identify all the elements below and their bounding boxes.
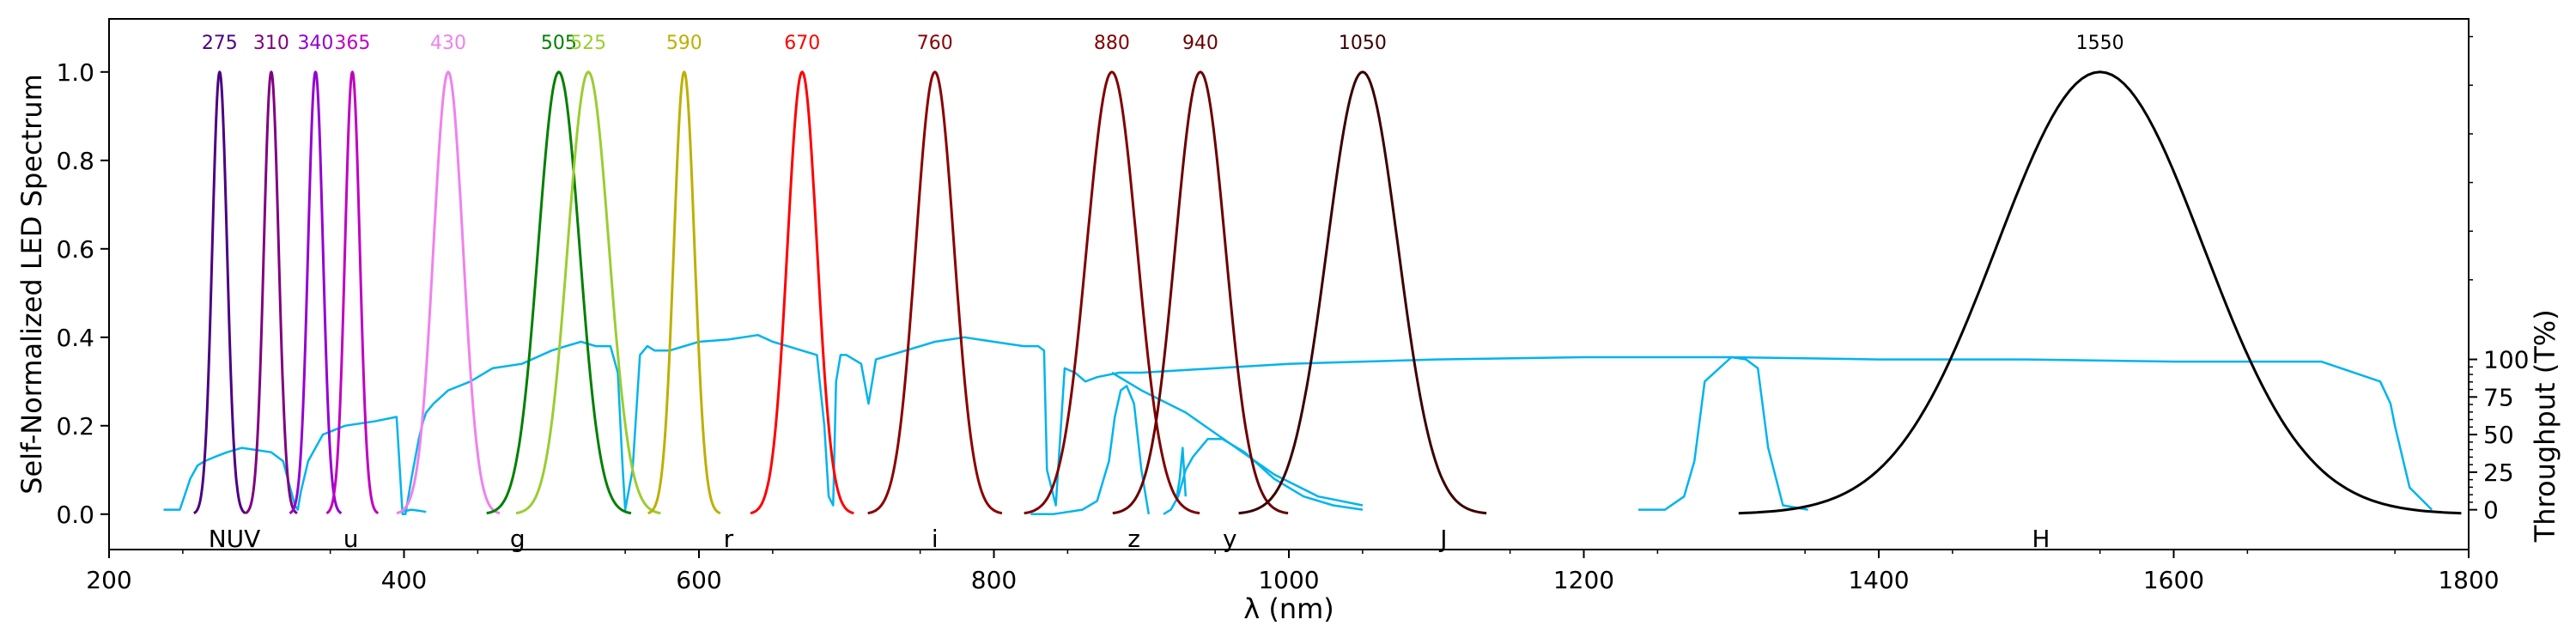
led-peak-365	[325, 70, 380, 514]
led-peak-940	[1112, 70, 1289, 515]
y-axis-right-label: Throughput (T%)	[2529, 309, 2561, 543]
H-filter-short-curve	[1638, 355, 1808, 511]
nuv-filter-curve	[403, 508, 427, 513]
band-label-y: y	[1223, 525, 1237, 553]
x-tick-label: 1800	[2438, 566, 2499, 594]
peak-label-940: 940	[1182, 33, 1218, 54]
peak-label-310: 310	[253, 33, 289, 54]
peak-label-670: 670	[784, 33, 820, 54]
led-peak-310	[244, 70, 298, 514]
peak-label-590: 590	[666, 33, 702, 54]
peak-label-505: 505	[541, 33, 577, 54]
y-right-tick-label: 25	[2483, 459, 2514, 487]
band-label-z: z	[1127, 525, 1140, 553]
x-tick-label: 800	[971, 566, 1017, 594]
y-dip-spur-curve	[1176, 447, 1188, 497]
y-left-tick-label: 0.2	[56, 412, 94, 440]
series-layer	[163, 70, 2462, 516]
y-right-tick-label: 100	[2483, 346, 2529, 374]
band-label-g: g	[510, 525, 526, 553]
y-right-tick-label: 50	[2483, 421, 2514, 449]
band-label-J: J	[1438, 525, 1447, 553]
peak-label-275: 275	[202, 33, 238, 54]
led-peak-1050	[1238, 70, 1487, 515]
y-right-tick-label: 75	[2483, 383, 2514, 411]
x-tick-label: 400	[381, 566, 427, 594]
led-peak-880	[1024, 70, 1200, 515]
peak-label-525: 525	[570, 33, 606, 54]
led-peak-430	[396, 70, 501, 515]
peak-label-760: 760	[917, 33, 953, 54]
x-tick-label: 200	[86, 566, 131, 594]
y-right-tick-label: 0	[2483, 496, 2499, 525]
led-peak-670	[750, 70, 854, 515]
y-left-tick-label: 1.0	[56, 58, 94, 87]
plot-frame	[108, 18, 2470, 550]
led-peak-1550	[1738, 70, 2462, 515]
band-label-H: H	[2032, 525, 2050, 553]
led-peak-340	[289, 70, 343, 514]
band-label-u: u	[343, 525, 359, 553]
peak-label-1550: 1550	[2076, 33, 2124, 54]
x-axis-label: λ (nm)	[1243, 592, 1334, 625]
peak-label-880: 880	[1094, 33, 1130, 54]
led-peak-590	[647, 70, 721, 515]
led-peak-275	[192, 70, 246, 514]
y-left-tick-label: 0.0	[56, 501, 94, 529]
x-tick-label: 1600	[2143, 566, 2204, 594]
led-peak-505	[486, 70, 632, 515]
band-label-NUV: NUV	[209, 525, 261, 553]
peak-label-1050: 1050	[1339, 33, 1387, 54]
peak-label-340: 340	[297, 33, 333, 54]
z-filter-curve	[1030, 385, 1151, 516]
x-tick-label: 1000	[1258, 566, 1319, 594]
peak-label-365: 365	[334, 33, 370, 54]
y-left-tick-label: 0.8	[56, 147, 94, 175]
x-tick-label: 1200	[1553, 566, 1614, 594]
x-tick-label: 1400	[1848, 566, 1909, 594]
x-tick-label: 600	[676, 566, 721, 594]
axis-layer: 200 400 600 800 1000 1200 1400 1600 18000.00.20.…	[56, 35, 2529, 594]
y-axis-left-label: Self-Normalized LED Spectrum	[15, 74, 48, 495]
led-peak-525	[515, 70, 661, 515]
y-left-tick-label: 0.4	[56, 324, 94, 352]
nir-slope-curve	[1111, 371, 1364, 507]
y-left-tick-label: 0.6	[56, 235, 94, 264]
band-label-r: r	[724, 525, 734, 553]
led-peak-760	[867, 70, 1003, 515]
band-label-i: i	[932, 525, 939, 553]
y-filter-curve	[1163, 438, 1364, 515]
peak-label-430: 430	[430, 33, 466, 54]
